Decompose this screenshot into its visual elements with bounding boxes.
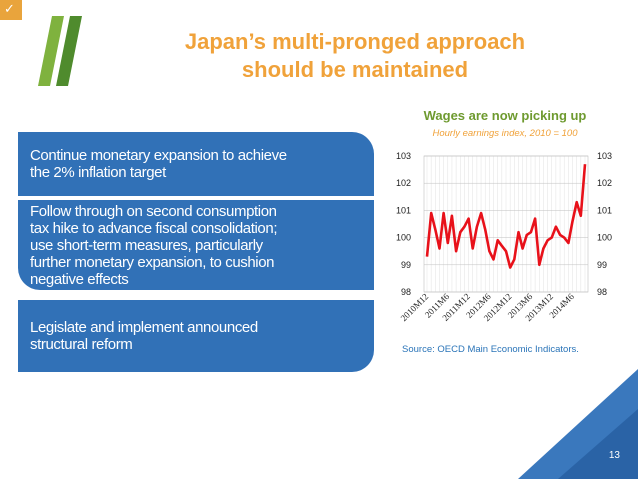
- y-tick-label-left: 102: [396, 178, 411, 188]
- box-text-line: Legislate and implement announced: [30, 319, 258, 336]
- y-tick-label-left: 100: [396, 233, 411, 243]
- box-text-line: structural reform: [30, 336, 133, 353]
- app-corner-badge: ✓: [0, 0, 22, 20]
- y-tick-label-left: 103: [396, 151, 411, 161]
- corner-decoration: [518, 369, 638, 479]
- y-tick-label-left: 99: [401, 260, 411, 270]
- y-tick-label-right: 98: [597, 287, 607, 297]
- chart-title: Wages are now picking up: [423, 108, 587, 123]
- y-tick-label-right: 102: [597, 178, 612, 188]
- series-line-wages: [425, 164, 587, 269]
- y-tick-label-right: 101: [597, 205, 612, 215]
- page-title: Japan’s multi-pronged approach should be…: [120, 28, 590, 84]
- y-tick-label-right: 99: [597, 260, 607, 270]
- box-text-line: negative effects: [30, 270, 129, 288]
- y-tick-label-left: 101: [396, 205, 411, 215]
- y-tick-label-right: 100: [597, 233, 612, 243]
- source-note: Source: OECD Main Economic Indicators.: [402, 344, 579, 355]
- box-text-line: tax hike to advance fiscal consolidation…: [30, 219, 278, 237]
- policy-box-structural: Legislate and implement announced struct…: [18, 300, 374, 372]
- chart-subtitle: Hourly earnings index, 2010 = 100: [432, 128, 578, 139]
- y-tick-label-right: 103: [597, 151, 612, 161]
- policy-box-monetary: Continue monetary expansion to achieve t…: [18, 132, 374, 196]
- box-text-line: Continue monetary expansion to achieve: [30, 147, 287, 164]
- title-line: should be maintained: [241, 57, 469, 82]
- policy-box-fiscal: Follow through on second consumption tax…: [18, 200, 374, 290]
- check-icon: ✓: [4, 1, 15, 16]
- page-number: 13: [608, 450, 620, 461]
- box-text-line: further monetary expansion, to cushion: [30, 253, 275, 271]
- title-line: Japan’s multi-pronged approach: [184, 29, 526, 54]
- y-tick-label-left: 98: [401, 287, 411, 297]
- oecd-logo: [38, 16, 82, 86]
- box-text-line: Follow through on second consumption: [30, 202, 277, 220]
- box-text-line: the 2% inflation target: [30, 164, 166, 181]
- box-text-line: use short-term measures, particularly: [30, 236, 263, 254]
